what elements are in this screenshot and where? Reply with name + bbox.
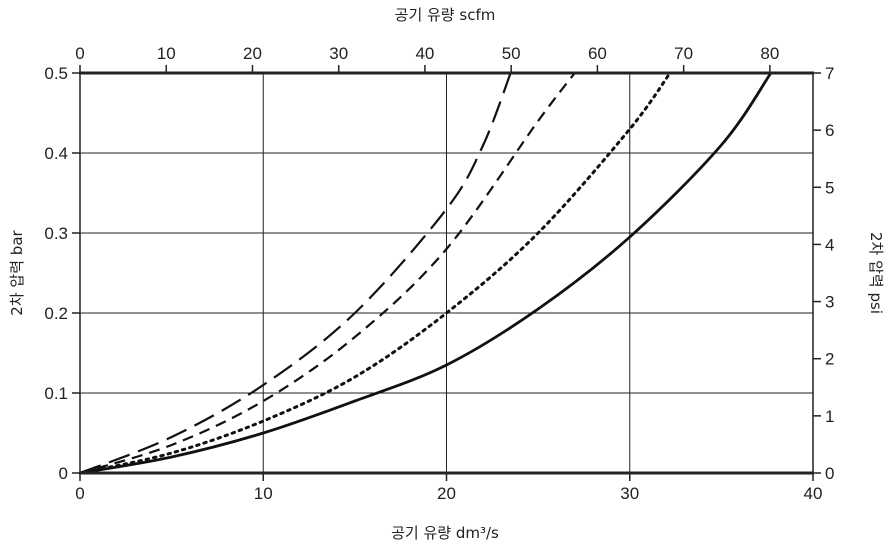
y-tick-label-left: 0.2 [44, 304, 68, 323]
y-tick-label-right: 0 [825, 464, 834, 483]
y-tick-label-right: 2 [825, 350, 834, 369]
x-axis-title-top: 공기 유량 scfm [395, 6, 496, 24]
grid-lines [80, 73, 813, 473]
series-3-dotted-line [80, 73, 670, 473]
y-tick-label-right: 7 [825, 64, 834, 83]
axis-ticks: 0 10 20 30 400 10 20 30 40 50 60 70 8000.10.20.30.40… [44, 44, 834, 503]
y-tick-label-left: 0 [59, 464, 68, 483]
x-tick-label-top: 30 [329, 44, 348, 63]
x-tick-label-top: 0 [75, 44, 84, 63]
y-tick-label-right: 1 [825, 407, 834, 426]
x-tick-label-bottom: 10 [254, 484, 273, 503]
x-tick-label-top: 60 [588, 44, 607, 63]
y-tick-label-left: 0.3 [44, 224, 68, 243]
series-2-short-dash-line [80, 73, 575, 473]
x-tick-label-top: 50 [502, 44, 521, 63]
y-tick-label-right: 3 [825, 293, 834, 312]
x-axis-title-bottom: 공기 유량 dm³/s [391, 524, 499, 542]
y-axis-title-left: 2차 압력 bar [8, 229, 26, 315]
y-tick-label-left: 0.1 [44, 384, 68, 403]
y-tick-label-left: 0.4 [44, 144, 68, 163]
x-tick-label-top: 80 [760, 44, 779, 63]
x-tick-label-bottom: 40 [804, 484, 823, 503]
x-tick-label-bottom: 0 [75, 484, 84, 503]
x-tick-label-top: 10 [157, 44, 176, 63]
x-tick-label-bottom: 30 [620, 484, 639, 503]
x-tick-label-bottom: 20 [437, 484, 456, 503]
x-tick-label-top: 40 [415, 44, 434, 63]
y-tick-label-right: 4 [825, 235, 834, 254]
x-tick-label-top: 70 [674, 44, 693, 63]
x-tick-label-top: 20 [243, 44, 262, 63]
y-tick-label-right: 6 [825, 121, 834, 140]
curves [80, 73, 771, 473]
y-tick-label-right: 5 [825, 178, 834, 197]
y-tick-label-left: 0.5 [44, 64, 68, 83]
y-axis-title-right: 2차 압력 psi [867, 232, 885, 314]
